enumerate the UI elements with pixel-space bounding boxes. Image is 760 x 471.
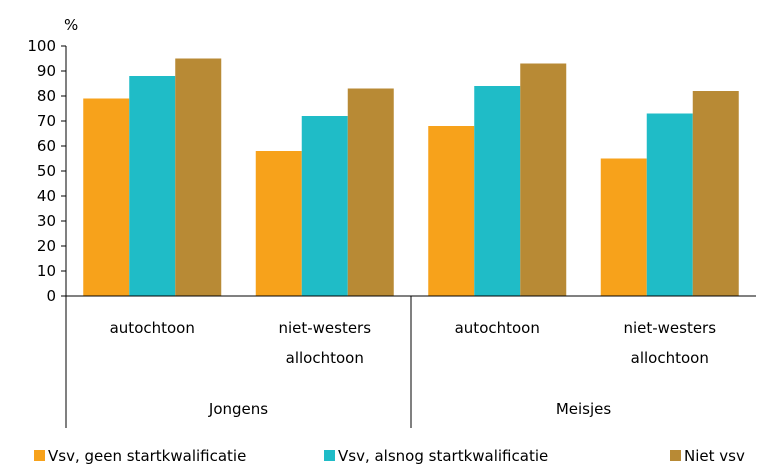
legend-swatch [670,450,681,461]
bar [255,151,302,296]
bars [83,58,739,296]
y-axis-unit-label: % [64,16,78,34]
bar [129,76,176,296]
bar [646,113,693,296]
bar [347,88,394,296]
legend-label: Vsv, geen startkwalificatie [48,447,246,465]
legend: Vsv, geen startkwalificatie Vsv, alsnog s… [34,447,745,465]
legend-swatch [324,450,335,461]
x-category-label: niet-westers [623,319,716,337]
x-category-label: allochtoon [286,349,364,367]
bar [692,91,739,296]
legend-swatch [34,450,45,461]
bar [428,126,475,296]
bar [175,58,222,296]
y-tick-label: 60 [37,137,56,155]
y-tick-label: 10 [37,262,56,280]
y-tick-label: 40 [37,187,56,205]
y-tick-label: 100 [27,37,56,55]
y-tick-label: 20 [37,237,56,255]
x-group-label: Meisjes [556,400,612,418]
y-tick-label: 70 [37,112,56,130]
bar [474,86,521,296]
x-category-label: niet-westers [278,319,371,337]
y-tick-label: 30 [37,212,56,230]
bar [301,116,348,296]
legend-label: Vsv, alsnog startkwalificatie [338,447,548,465]
x-category-label: allochtoon [631,349,709,367]
legend-label: Niet vsv [684,447,745,465]
x-category-label: autochtoon [110,319,195,337]
bar [600,158,647,296]
y-axis: 0 10 20 30 40 50 60 70 80 90 100 [27,37,67,305]
x-category-label: autochtoon [455,319,540,337]
y-tick-label: 90 [37,62,56,80]
y-tick-label: 50 [37,162,56,180]
bar [83,98,130,296]
y-tick-label: 0 [46,287,56,305]
x-group-label: Jongens [208,400,268,418]
bar [520,63,567,296]
x-axis: autochtoon niet-westers allochtoon autochto… [65,295,756,428]
y-tick-label: 80 [37,87,56,105]
